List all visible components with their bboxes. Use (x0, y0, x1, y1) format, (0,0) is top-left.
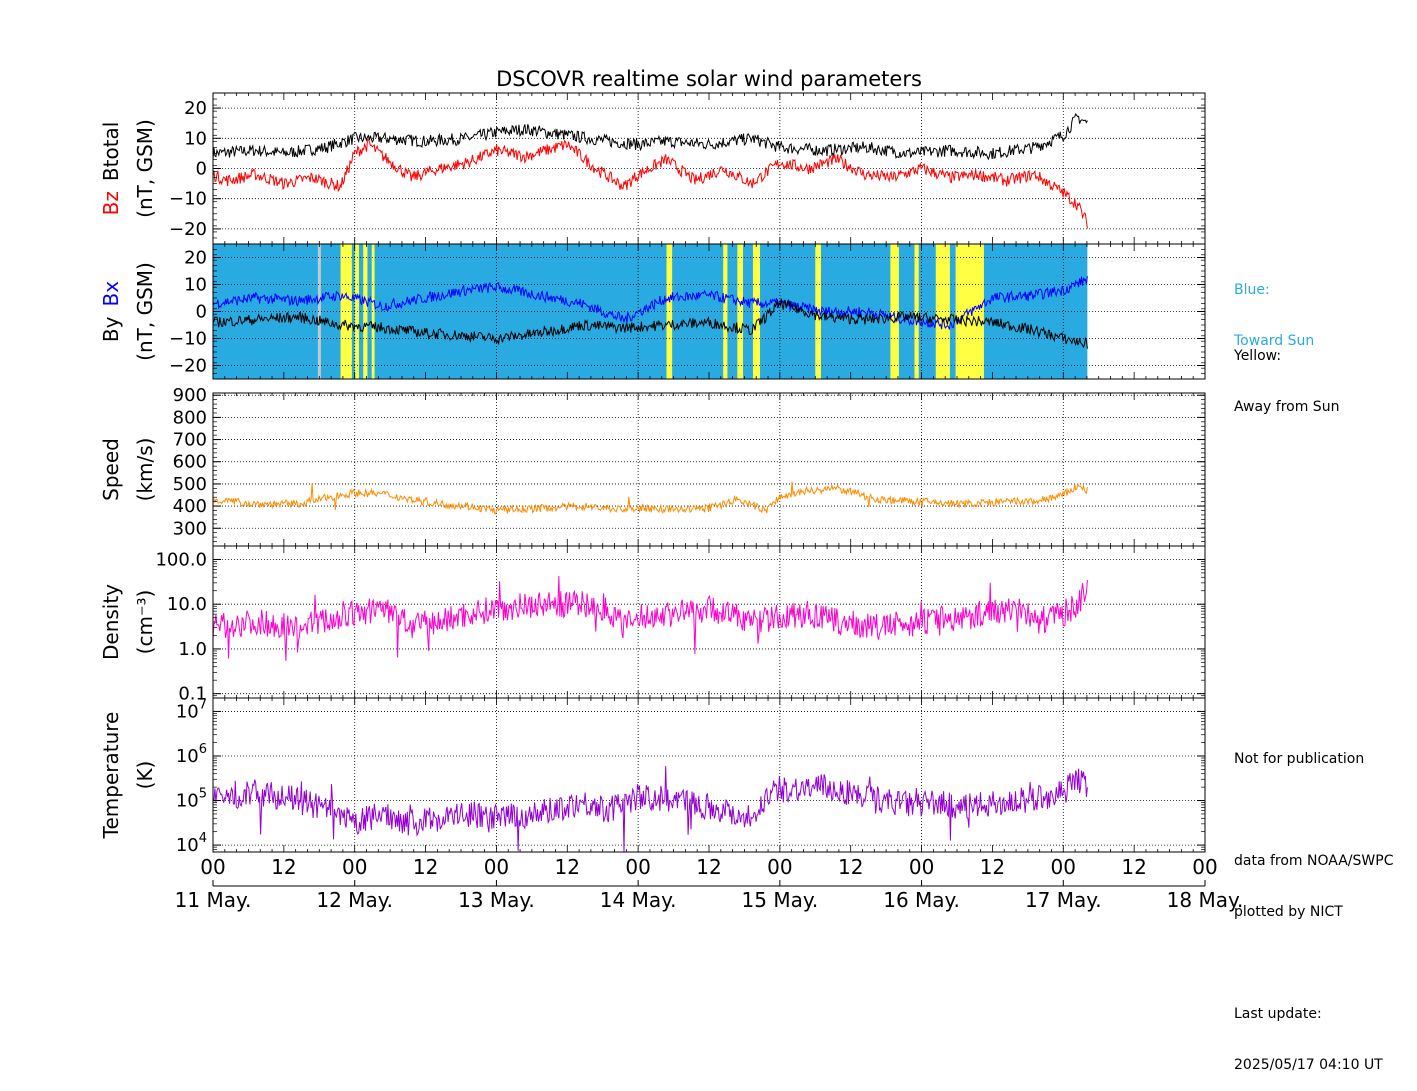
series-temperature (212, 766, 1088, 853)
y-axis-label: ByBx (99, 281, 123, 342)
sector-away-band (354, 244, 359, 379)
x-hour-tick-label: 00 (200, 855, 225, 879)
y-tick-label: 10.0 (167, 594, 207, 615)
sector-unknown-band (317, 244, 321, 379)
solar-wind-figure: DSCOVR realtime solar wind parameters −2… (99, 67, 1244, 912)
date-label: 12 May. (316, 888, 393, 912)
sector-away-band (737, 244, 744, 379)
sector-away-band (363, 244, 368, 379)
legend-yellow-text: Away from Sun (1234, 399, 1340, 415)
series-density (212, 575, 1088, 661)
y-tick-label: 0 (196, 159, 207, 180)
sector-away-band (340, 244, 352, 379)
y-tick-label: −10 (169, 189, 207, 210)
y-tick-label: 1.0 (178, 639, 207, 660)
y-tick-label: 107 (176, 697, 207, 722)
y-tick-label: 300 (173, 518, 207, 539)
panel-frame (212, 697, 1206, 853)
y-tick-label: 500 (173, 474, 207, 495)
y-tick-label: 104 (176, 831, 207, 856)
series-speed (212, 481, 1088, 515)
y-tick-label: 100.0 (155, 549, 207, 570)
x-hour-tick-label: 00 (1192, 855, 1217, 879)
y-tick-label: 400 (173, 496, 207, 517)
series-bz (212, 139, 1088, 229)
y-axis-unit-label: (km/s) (133, 438, 157, 502)
x-hour-tick-label: 12 (696, 855, 721, 879)
y-tick-label: 0.1 (178, 684, 207, 705)
y-axis-label: Density (99, 584, 123, 660)
sector-away-band (914, 244, 919, 379)
x-hour-tick-label: 12 (1121, 855, 1146, 879)
x-hour-tick-label: 00 (625, 855, 650, 879)
date-label: 11 May. (175, 888, 252, 912)
y-tick-label: 700 (173, 430, 207, 451)
legend-yellow: Yellow: Away from Sun (1234, 314, 1339, 433)
date-label: 15 May. (742, 888, 819, 912)
y-axis-label: BzBtotal (99, 122, 123, 216)
y-axis-label: Speed (99, 438, 123, 501)
footnote-block: Not for publication data from NOAA/SWPC … (1234, 717, 1393, 1091)
x-hour-tick-label: 00 (484, 855, 509, 879)
series-btotal (212, 112, 1088, 161)
y-axis-unit-label: (K) (133, 761, 157, 790)
x-hour-tick-label: 12 (271, 855, 296, 879)
panel-temperature: 104 105 106 107 Temperature (K) (99, 697, 1206, 856)
y-tick-label: 20 (184, 248, 207, 269)
panel-bxby: −20 −10 0 10 20 ByBx (nT, GSM) (99, 243, 1206, 380)
legend-yellow-title: Yellow: (1234, 348, 1282, 364)
y-tick-label: 600 (173, 452, 207, 473)
x-hour-tick-label: 12 (555, 855, 580, 879)
sector-away-band (723, 244, 728, 379)
y-axis-unit-label: (cm⁻³) (133, 590, 157, 655)
date-label: 13 May. (458, 888, 535, 912)
y-axis-unit-label: (nT, GSM) (133, 119, 157, 218)
date-label: 16 May. (883, 888, 960, 912)
panel-frame (212, 392, 1206, 547)
data-source-note: data from NOAA/SWPC (1234, 853, 1394, 869)
legend-blue-title: Blue: (1234, 282, 1270, 298)
series-by (212, 298, 1088, 349)
sector-away-band (371, 244, 375, 379)
legend-blue-text: Toward Sun (1234, 333, 1315, 349)
x-hour-tick-label: 12 (413, 855, 438, 879)
x-hour-tick-label: 00 (1051, 855, 1076, 879)
y-tick-label: 20 (184, 98, 207, 119)
y-tick-label: 106 (176, 742, 207, 767)
date-label: 17 May. (1025, 888, 1102, 912)
y-tick-label: 900 (173, 385, 207, 406)
x-hour-tick-label: 00 (767, 855, 792, 879)
y-tick-label: 105 (176, 787, 207, 812)
plotted-by-note: plotted by NICT (1234, 904, 1343, 920)
y-axis-unit-label: (nT, GSM) (133, 262, 157, 361)
panel-density: 0.1 1.0 10.0 100.0 Density (cm⁻³) (99, 545, 1206, 705)
y-tick-label: 10 (184, 128, 207, 149)
date-label: 18 May. (1167, 888, 1244, 912)
y-tick-label: 0 (196, 302, 207, 323)
chart-title: DSCOVR realtime solar wind parameters (496, 67, 922, 91)
x-hour-tick-label: 00 (342, 855, 367, 879)
y-axis-label: Temperature (99, 712, 123, 840)
y-tick-label: 10 (184, 275, 207, 296)
y-tick-label: 800 (173, 407, 207, 428)
date-label: 14 May. (600, 888, 677, 912)
x-hour-tick-label: 00 (909, 855, 934, 879)
x-hour-tick-label: 12 (980, 855, 1005, 879)
panel-mag: −20 −10 0 10 20 BzBtotal (nT, GSM) (99, 92, 1206, 245)
last-update-value: 2025/05/17 04:10 UT (1234, 1057, 1383, 1073)
y-tick-label: −20 (169, 356, 207, 377)
last-update-label: Last update: (1234, 1006, 1322, 1022)
y-tick-label: −20 (169, 219, 207, 240)
legend-blue: Blue: Toward Sun (1234, 248, 1314, 367)
y-tick-label: −10 (169, 329, 207, 350)
panel-frame (212, 545, 1206, 699)
series-bx (212, 276, 1088, 330)
x-hour-tick-label: 12 (838, 855, 863, 879)
not-for-publication-note: Not for publication (1234, 751, 1365, 767)
